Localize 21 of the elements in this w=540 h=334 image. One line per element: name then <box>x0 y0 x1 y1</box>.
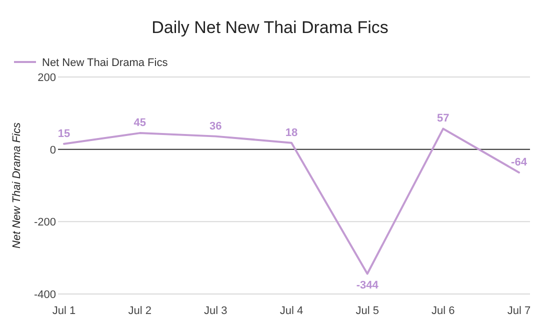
legend-label: Net New Thai Drama Fics <box>42 57 168 69</box>
y-tick-label: 0 <box>50 144 56 156</box>
data-label: 45 <box>134 117 146 130</box>
x-tick-label: Jul 6 <box>432 305 455 317</box>
y-axis-title: Net New Thai Drama Fics <box>11 122 23 248</box>
x-tick-label: Jul 1 <box>52 305 76 317</box>
x-tick-label: Jul 2 <box>128 305 152 317</box>
data-label: 18 <box>285 126 298 139</box>
data-label: -344 <box>356 280 380 292</box>
data-label: 36 <box>210 120 222 132</box>
x-tick-label: Jul 7 <box>507 305 531 317</box>
y-tick-label: 200 <box>38 72 56 84</box>
x-tick-label: Jul 3 <box>204 305 228 317</box>
x-tick-label: Jul 5 <box>356 305 379 317</box>
chart-title: Daily Net New Thai Drama Fics <box>152 18 388 37</box>
data-label: 57 <box>437 112 450 125</box>
data-label: 15 <box>58 128 70 140</box>
y-tick-label: -400 <box>34 289 56 301</box>
y-tick-label: -200 <box>34 216 56 229</box>
x-tick-label: Jul 4 <box>280 305 304 317</box>
data-label: -64 <box>511 156 528 168</box>
